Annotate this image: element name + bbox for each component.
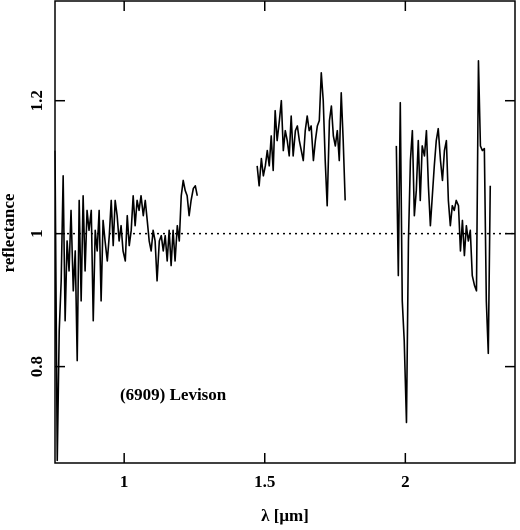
y-tick-label: 1.2 <box>27 90 46 111</box>
y-tick-label: 1 <box>27 229 46 238</box>
x-tick-label: 1.5 <box>254 472 275 491</box>
x-tick-label: 2 <box>401 472 410 491</box>
annotation: (6909) Levison <box>120 385 227 404</box>
y-axis-label: reflectance <box>0 193 18 272</box>
x-axis-label: λ [μm] <box>261 506 309 525</box>
x-tick-label: 1 <box>120 472 129 491</box>
spectrum-line <box>54 60 492 462</box>
y-tick-label: 0.8 <box>27 356 46 377</box>
